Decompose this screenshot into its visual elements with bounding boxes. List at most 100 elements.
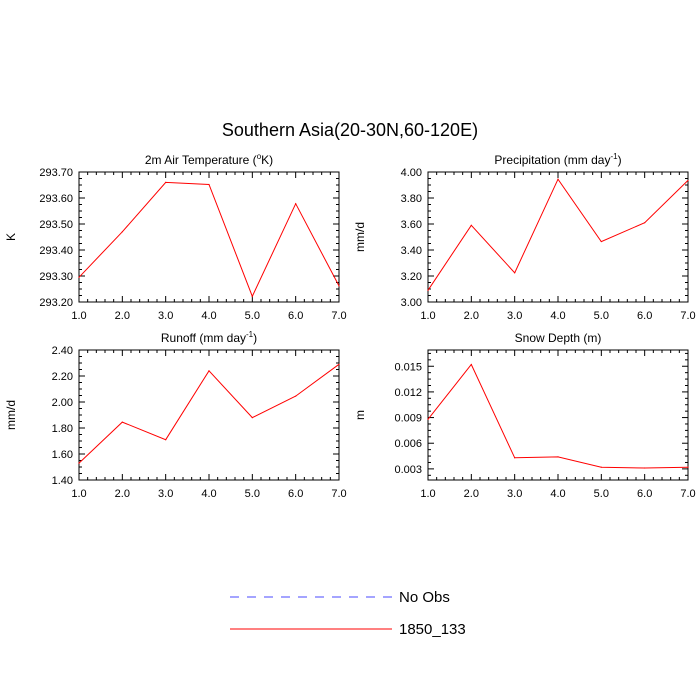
legend-item: No Obs xyxy=(230,589,450,606)
data-point xyxy=(165,181,167,183)
y-tick-label: 1.80 xyxy=(52,423,73,435)
x-tick-label: 1.0 xyxy=(71,310,86,322)
data-point xyxy=(251,417,253,419)
y-tick-label: 0.003 xyxy=(394,464,422,476)
x-tick-label: 4.0 xyxy=(550,488,565,500)
x-tick-label: 2.0 xyxy=(115,488,130,500)
y-tick-label: 3.40 xyxy=(401,245,422,257)
data-point xyxy=(121,231,123,233)
x-tick-label: 2.0 xyxy=(464,488,479,500)
data-point xyxy=(338,363,340,365)
x-tick-label: 6.0 xyxy=(288,488,303,500)
data-point xyxy=(644,222,646,224)
x-tick-label: 3.0 xyxy=(158,310,173,322)
panel-title: Runoff (mm day-1) xyxy=(161,330,257,345)
legend: No Obs 1850_133 xyxy=(230,589,466,638)
panel-title: Snow Depth (m) xyxy=(515,331,602,345)
chart-panel-4: Snow Depth (m) m 1.0 2.0 3.0 4.0 5.0 6.0 7.0 0.00… xyxy=(353,331,696,500)
x-tick-label: 7.0 xyxy=(680,488,695,500)
data-point xyxy=(295,395,297,397)
y-axis-label: mm/d xyxy=(4,400,18,430)
data-point xyxy=(251,295,253,297)
data-point xyxy=(165,439,167,441)
y-tick-label: 2.00 xyxy=(52,397,73,409)
chart-panel-1: 2m Air Temperature (oK) K 1.0 2.0 3.0 4.0 5.0 6… xyxy=(4,152,347,322)
y-axis-label: m xyxy=(353,410,367,420)
x-tick-label: 2.0 xyxy=(464,310,479,322)
data-point xyxy=(514,272,516,274)
y-tick-label: 2.20 xyxy=(52,371,73,383)
data-point xyxy=(557,456,559,458)
data-point xyxy=(687,466,689,468)
data-point xyxy=(600,466,602,468)
chart-panels: 2m Air Temperature (oK) K 1.0 2.0 3.0 4.0 5.0 6… xyxy=(4,152,696,500)
data-point xyxy=(470,363,472,366)
data-point xyxy=(208,183,210,186)
y-tick-label: 293.50 xyxy=(39,219,73,231)
legend-label: 1850_133 xyxy=(399,621,466,638)
y-tick-label: 3.60 xyxy=(401,219,422,231)
y-tick-label: 293.40 xyxy=(39,245,73,257)
y-tick-label: 0.009 xyxy=(394,413,422,425)
panel-title: Precipitation (mm day-1) xyxy=(494,152,621,167)
y-axis-label: mm/d xyxy=(353,222,367,252)
y-tick-label: 1.40 xyxy=(52,475,73,487)
data-point xyxy=(600,240,602,243)
x-tick-label: 6.0 xyxy=(637,310,652,322)
x-tick-label: 7.0 xyxy=(680,310,695,322)
y-tick-label: 0.012 xyxy=(394,387,422,399)
y-tick-label: 293.20 xyxy=(39,297,73,309)
series-line xyxy=(78,363,340,464)
chart-panel-2: Precipitation (mm day-1) mm/d 1.0 2.0 3.0 4.0… xyxy=(353,152,696,322)
y-tick-label: 293.60 xyxy=(39,193,73,205)
data-point xyxy=(470,224,472,226)
data-point xyxy=(295,203,297,205)
series-line xyxy=(427,363,689,469)
panel-title: 2m Air Temperature (oK) xyxy=(145,152,273,167)
data-point xyxy=(427,289,429,291)
series-line xyxy=(427,178,689,291)
data-point xyxy=(427,418,429,420)
x-tick-label: 1.0 xyxy=(71,488,86,500)
figure-title: Southern Asia(20-30N,60-120E) xyxy=(222,120,478,140)
y-tick-label: 3.00 xyxy=(401,297,422,309)
y-tick-label: 3.80 xyxy=(401,193,422,205)
data-point xyxy=(208,370,210,372)
x-tick-label: 7.0 xyxy=(331,488,346,500)
x-tick-label: 4.0 xyxy=(550,310,565,322)
x-tick-label: 4.0 xyxy=(201,488,216,500)
plot-frame xyxy=(78,349,340,481)
x-tick-label: 3.0 xyxy=(158,488,173,500)
x-tick-label: 7.0 xyxy=(331,310,346,322)
x-tick-label: 5.0 xyxy=(594,488,609,500)
x-tick-label: 3.0 xyxy=(507,488,522,500)
y-tick-label: 1.60 xyxy=(52,449,73,461)
plot-frame xyxy=(427,171,689,303)
x-tick-label: 1.0 xyxy=(420,488,435,500)
y-axis-label: K xyxy=(4,233,18,241)
y-tick-label: 2.40 xyxy=(52,345,73,357)
y-tick-label: 0.006 xyxy=(394,438,422,450)
y-tick-label: 4.00 xyxy=(401,167,422,179)
x-tick-label: 5.0 xyxy=(245,488,260,500)
x-tick-label: 3.0 xyxy=(507,310,522,322)
y-tick-label: 3.20 xyxy=(401,271,422,283)
legend-item: 1850_133 xyxy=(230,621,466,638)
x-tick-label: 1.0 xyxy=(420,310,435,322)
legend-label: No Obs xyxy=(399,589,450,606)
x-tick-label: 6.0 xyxy=(637,488,652,500)
x-tick-label: 5.0 xyxy=(245,310,260,322)
x-tick-label: 4.0 xyxy=(201,310,216,322)
chart-panel-3: Runoff (mm day-1) mm/d 1.0 2.0 3.0 4.0 5.0 6.0 7… xyxy=(4,330,347,500)
data-point xyxy=(687,179,689,182)
x-tick-label: 5.0 xyxy=(594,310,609,322)
data-point xyxy=(338,285,340,287)
y-tick-label: 0.015 xyxy=(394,361,422,373)
data-point xyxy=(78,276,80,278)
data-point xyxy=(557,178,559,180)
x-tick-label: 2.0 xyxy=(115,310,130,322)
y-tick-label: 293.70 xyxy=(39,167,73,179)
data-point xyxy=(514,457,516,459)
series-line xyxy=(78,181,340,298)
